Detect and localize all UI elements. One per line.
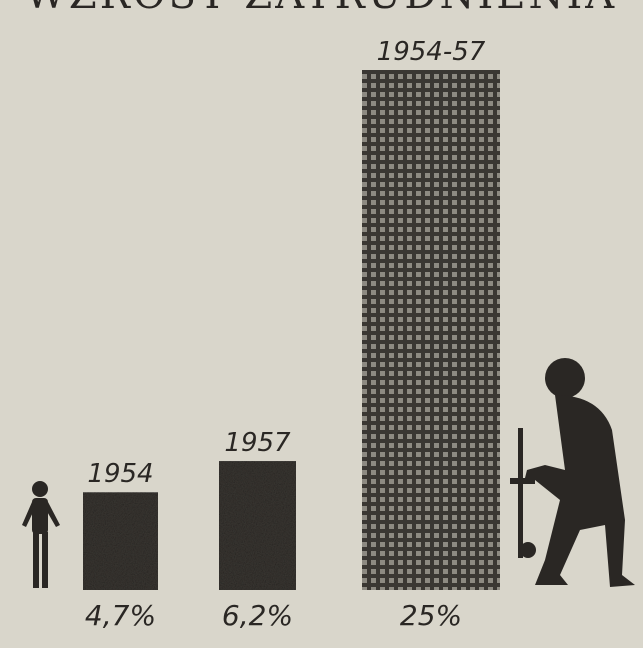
bar bbox=[219, 461, 296, 590]
category-label: 1957 bbox=[224, 428, 291, 458]
value-label: 6,2% bbox=[222, 599, 293, 632]
value-label: 4,7% bbox=[85, 599, 156, 632]
category-label: 1954-57 bbox=[377, 37, 486, 67]
bar bbox=[83, 492, 158, 590]
chart: WZROST ZATRUDNIENIA 1954 4,7% 1957 6,2% 1954… bbox=[0, 0, 643, 648]
category-label: 1954 bbox=[87, 459, 153, 489]
chart-title: WZROST ZATRUDNIENIA bbox=[25, 0, 617, 18]
value-label: 25% bbox=[400, 599, 462, 632]
bar bbox=[362, 70, 500, 590]
